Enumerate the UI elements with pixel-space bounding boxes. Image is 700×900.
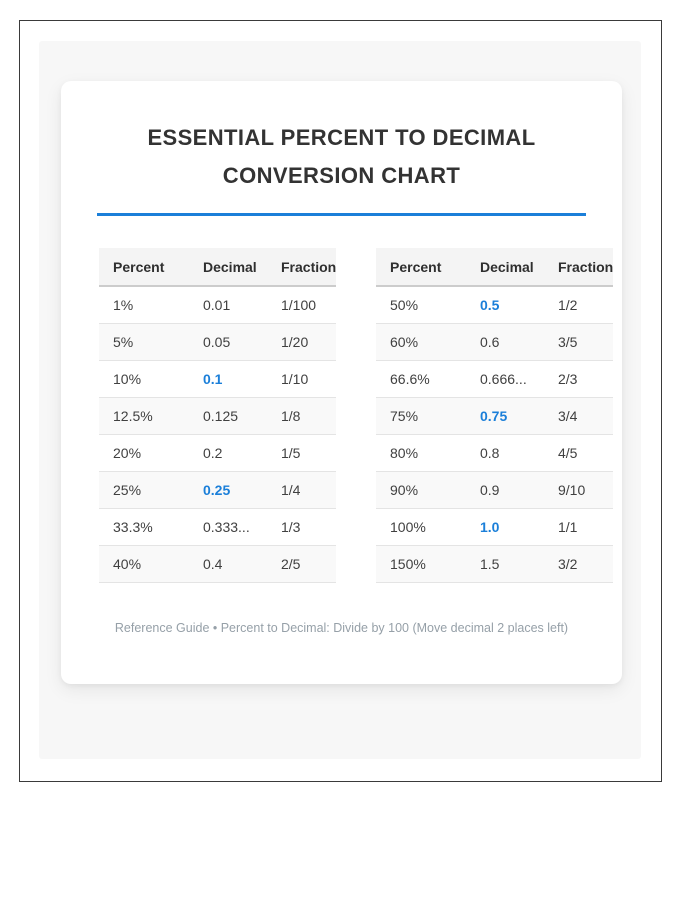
- column-header-fraction: Fraction: [544, 248, 613, 287]
- percent-cell: 66.6%: [376, 360, 466, 398]
- table-row: 150% 1.5 3/2: [376, 545, 613, 583]
- decimal-cell: 0.666...: [466, 360, 544, 398]
- decimal-cell: 1.5: [466, 545, 544, 583]
- percent-cell: 25%: [99, 471, 189, 509]
- percent-cell: 80%: [376, 434, 466, 472]
- fraction-cell: 1/100: [267, 286, 336, 324]
- percent-cell: 50%: [376, 286, 466, 324]
- decimal-cell: 0.75: [466, 397, 544, 435]
- decimal-cell: 0.4: [189, 545, 267, 583]
- page-title: ESSENTIAL PERCENT TO DECIMAL CONVERSION …: [61, 119, 622, 195]
- table-row: 90% 0.9 9/10: [376, 471, 613, 509]
- header-row: Percent Decimal Fraction: [376, 248, 613, 287]
- fraction-cell: 1/1: [544, 508, 613, 546]
- table-row: 25% 0.25 1/4: [99, 471, 336, 509]
- page-background-panel: ESSENTIAL PERCENT TO DECIMAL CONVERSION …: [39, 41, 641, 759]
- column-header-fraction: Fraction: [267, 248, 336, 287]
- fraction-cell: 1/2: [544, 286, 613, 324]
- fraction-cell: 1/10: [267, 360, 336, 398]
- column-header-decimal: Decimal: [189, 248, 267, 287]
- fraction-cell: 1/8: [267, 397, 336, 435]
- conversion-table-left: Percent Decimal Fraction 1% 0.01 1/100 5% 0.05…: [99, 248, 336, 583]
- table-row: 10% 0.1 1/10: [99, 360, 336, 398]
- fraction-cell: 1/5: [267, 434, 336, 472]
- column-header-percent: Percent: [99, 248, 189, 287]
- percent-cell: 90%: [376, 471, 466, 509]
- decimal-cell: 0.2: [189, 434, 267, 472]
- percent-cell: 12.5%: [99, 397, 189, 435]
- table-row: 20% 0.2 1/5: [99, 434, 336, 472]
- percent-cell: 75%: [376, 397, 466, 435]
- fraction-cell: 9/10: [544, 471, 613, 509]
- title-underline: [97, 213, 586, 216]
- table-row: 12.5% 0.125 1/8: [99, 397, 336, 435]
- reference-note: Reference Guide • Percent to Decimal: Di…: [114, 621, 569, 635]
- decimal-cell: 0.25: [189, 471, 267, 509]
- fraction-cell: 3/4: [544, 397, 613, 435]
- table-row: 40% 0.4 2/5: [99, 545, 336, 583]
- percent-cell: 1%: [99, 286, 189, 324]
- conversion-chart-card: ESSENTIAL PERCENT TO DECIMAL CONVERSION …: [61, 81, 622, 684]
- fraction-cell: 2/3: [544, 360, 613, 398]
- decimal-cell: 0.01: [189, 286, 267, 324]
- percent-cell: 150%: [376, 545, 466, 583]
- fraction-cell: 3/2: [544, 545, 613, 583]
- fraction-cell: 1/3: [267, 508, 336, 546]
- table-row: 80% 0.8 4/5: [376, 434, 613, 472]
- column-header-decimal: Decimal: [466, 248, 544, 287]
- percent-cell: 40%: [99, 545, 189, 583]
- column-header-percent: Percent: [376, 248, 466, 287]
- decimal-cell: 1.0: [466, 508, 544, 546]
- percent-cell: 5%: [99, 323, 189, 361]
- tables-container: Percent Decimal Fraction 1% 0.01 1/100 5% 0.05…: [99, 248, 614, 583]
- decimal-cell: 0.5: [466, 286, 544, 324]
- decimal-cell: 0.333...: [189, 508, 267, 546]
- table-row: 5% 0.05 1/20: [99, 323, 336, 361]
- decimal-cell: 0.1: [189, 360, 267, 398]
- fraction-cell: 4/5: [544, 434, 613, 472]
- percent-cell: 33.3%: [99, 508, 189, 546]
- percent-cell: 20%: [99, 434, 189, 472]
- fraction-cell: 1/20: [267, 323, 336, 361]
- fraction-cell: 2/5: [267, 545, 336, 583]
- conversion-table-right: Percent Decimal Fraction 50% 0.5 1/2 60% 0.6 3/…: [376, 248, 613, 583]
- decimal-cell: 0.9: [466, 471, 544, 509]
- percent-cell: 10%: [99, 360, 189, 398]
- table-row: 60% 0.6 3/5: [376, 323, 613, 361]
- table-row: 66.6% 0.666... 2/3: [376, 360, 613, 398]
- table-row: 50% 0.5 1/2: [376, 286, 613, 324]
- header-row: Percent Decimal Fraction: [99, 248, 336, 287]
- decimal-cell: 0.6: [466, 323, 544, 361]
- page-frame: ESSENTIAL PERCENT TO DECIMAL CONVERSION …: [19, 20, 662, 782]
- percent-cell: 100%: [376, 508, 466, 546]
- table-row: 100% 1.0 1/1: [376, 508, 613, 546]
- page-title-line-2: CONVERSION CHART: [222, 163, 461, 188]
- decimal-cell: 0.05: [189, 323, 267, 361]
- table-row: 1% 0.01 1/100: [99, 286, 336, 324]
- table-row: 33.3% 0.333... 1/3: [99, 508, 336, 546]
- percent-cell: 60%: [376, 323, 466, 361]
- fraction-cell: 1/4: [267, 471, 336, 509]
- table-row: 75% 0.75 3/4: [376, 397, 613, 435]
- decimal-cell: 0.8: [466, 434, 544, 472]
- fraction-cell: 3/5: [544, 323, 613, 361]
- page-title-line-1: ESSENTIAL PERCENT TO DECIMAL: [147, 125, 536, 150]
- decimal-cell: 0.125: [189, 397, 267, 435]
